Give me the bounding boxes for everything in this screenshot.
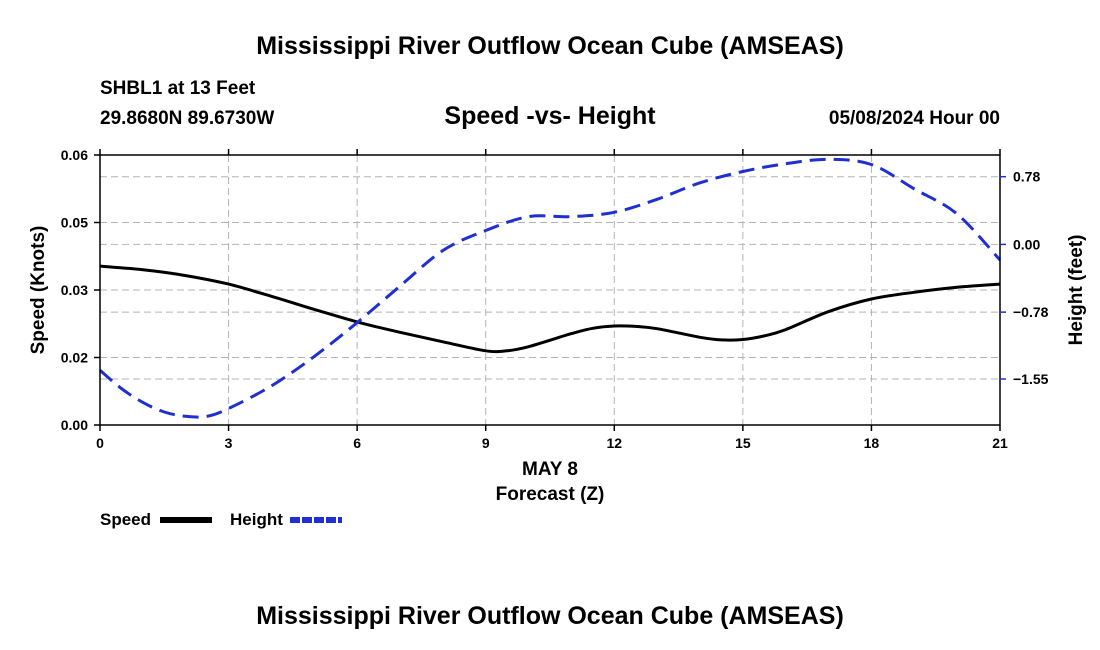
y-axis-right-label: Height (feet) <box>1066 235 1087 346</box>
x-tick-label: 0 <box>96 435 104 451</box>
datetime-label: 05/08/2024 Hour 00 <box>829 108 1000 129</box>
chart-title: Speed -vs- Height <box>444 102 656 130</box>
legend-speed-label: Speed <box>100 510 151 529</box>
x-tick-label: 18 <box>864 435 880 451</box>
grid-lines <box>100 155 1000 425</box>
series-layer <box>99 157 1002 419</box>
y-left-tick-label: 0.03 <box>61 282 88 298</box>
y-right-tick-label: 0.78 <box>1013 169 1040 185</box>
date-label: MAY 8 <box>522 459 578 480</box>
y-right-tick-label: 0.00 <box>1013 236 1040 252</box>
legend-height-label: Height <box>230 510 283 529</box>
x-tick-label: 15 <box>735 435 751 451</box>
y-left-tick-label: 0.05 <box>61 215 88 231</box>
x-tick-label: 6 <box>353 435 361 451</box>
axis-ticks: 0 3 6 9 12 15 18 21 0.00 0.02 0.03 0.05 0.06 0.78 0.00… <box>61 147 1049 451</box>
y-left-tick-label: 0.02 <box>61 350 88 366</box>
x-axis-label: Forecast (Z) <box>496 484 605 505</box>
x-tick-label: 21 <box>992 435 1008 451</box>
height-series-line <box>99 157 1002 419</box>
station-label: SHBL1 at 13 Feet <box>100 78 256 99</box>
y-left-tick-label: 0.00 <box>61 417 88 433</box>
x-tick-label: 3 <box>225 435 233 451</box>
page-title: Mississippi River Outflow Ocean Cube (AM… <box>256 32 844 60</box>
footer-title: Mississippi River Outflow Ocean Cube (AM… <box>256 602 844 630</box>
coordinates-label: 29.8680N 89.6730W <box>100 108 274 129</box>
y-left-tick-label: 0.06 <box>61 147 88 163</box>
x-tick-label: 12 <box>606 435 622 451</box>
legend: Speed Height <box>100 510 342 529</box>
y-axis-left-label: Speed (Knots) <box>28 226 49 355</box>
x-tick-label: 9 <box>482 435 490 451</box>
y-right-tick-label: −1.55 <box>1013 371 1049 387</box>
speed-series-line <box>99 264 1001 354</box>
y-right-tick-label: −0.78 <box>1013 304 1049 320</box>
